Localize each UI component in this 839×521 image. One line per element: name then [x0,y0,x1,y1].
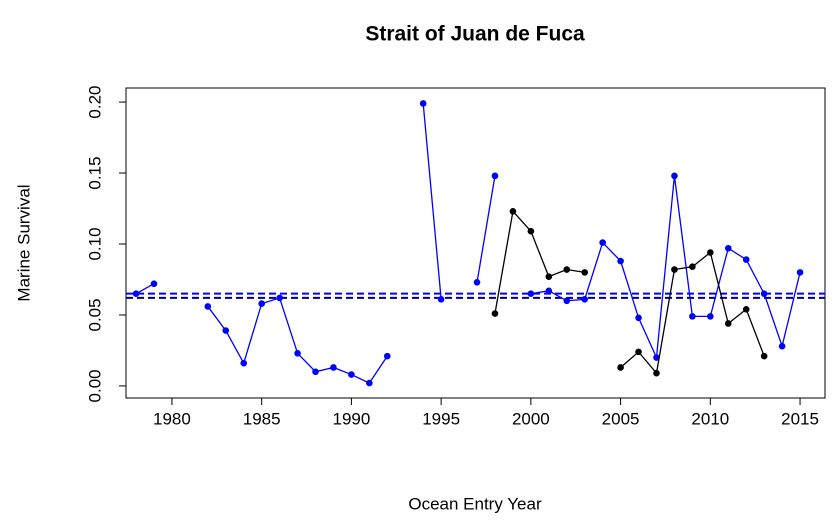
data-point [258,300,265,307]
series-line [476,175,496,283]
series-line [135,283,155,295]
data-point [222,327,230,334]
data-point [491,310,499,317]
data-point [724,320,732,327]
data-point [671,172,678,180]
data-point [581,269,589,276]
data-point [132,290,140,297]
data-point [419,100,427,107]
data-point [617,257,624,265]
series-line [207,297,388,384]
x-tick-label: 2000 [512,409,550,428]
data-point [527,227,535,235]
data-point [383,352,391,360]
data-point [707,313,714,320]
x-tick-label: 1995 [422,409,460,428]
data-point [671,266,678,273]
data-point [563,266,571,273]
data-point [653,369,660,377]
chart-title: Strait of Juan de Fuca [365,23,585,46]
data-point [276,294,283,302]
x-tick-label: 2005 [602,409,640,428]
data-point [742,305,750,313]
x-tick-label: 2010 [691,409,729,428]
y-axis-title: Marine Survival [14,184,33,301]
data-point [294,349,301,357]
data-point [653,354,660,361]
x-tick-label: 1985 [243,409,281,428]
data-point [778,342,786,350]
data-point [760,290,768,297]
data-point [635,314,642,322]
data-point [366,379,373,387]
data-point [330,364,337,371]
data-point [150,280,158,288]
data-point [689,263,696,271]
data-point [509,208,517,215]
plot-frame [125,87,826,399]
data-point [437,296,445,303]
data-point [635,348,642,356]
data-point [348,371,355,378]
x-tick-label: 2015 [781,409,819,428]
series-line [422,103,442,300]
data-point [689,313,696,320]
data-point [742,256,750,263]
data-point [724,244,732,252]
y-tick-label: 0.05 [85,298,104,331]
data-point [581,296,589,303]
data-point [617,364,624,371]
x-tick-label: 1990 [332,409,370,428]
y-tick-label: 0.00 [85,369,104,402]
data-point [473,279,481,286]
y-tick-label: 0.20 [85,86,104,119]
data-point [760,352,768,360]
data-point [545,273,553,280]
data-point [796,269,804,276]
x-tick-label: 1980 [153,409,191,428]
data-point [527,290,535,297]
data-point [563,297,571,305]
data-point [312,368,319,376]
data-point [545,287,553,295]
data-point [240,359,248,367]
data-point [491,172,499,180]
series-line [530,175,801,361]
y-tick-label: 0.15 [85,156,104,189]
data-point [599,239,606,246]
data-point [204,303,212,310]
data-point [707,249,714,256]
x-axis-title: Ocean Entry Year [408,494,542,513]
y-tick-label: 0.10 [85,227,104,260]
